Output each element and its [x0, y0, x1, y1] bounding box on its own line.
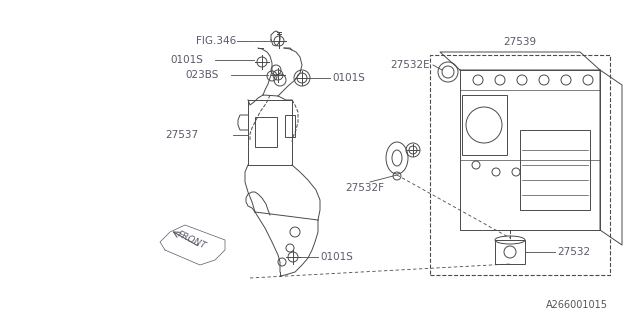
Bar: [462, 95, 507, 155]
Text: 0101S: 0101S: [320, 252, 353, 262]
Text: 0101S: 0101S: [170, 55, 203, 65]
Bar: [285, 115, 295, 137]
Text: A266001015: A266001015: [546, 300, 608, 310]
Text: 0101S: 0101S: [332, 73, 365, 83]
Text: 27532: 27532: [557, 247, 590, 257]
Text: FIG.346: FIG.346: [196, 36, 236, 46]
Bar: [255, 117, 277, 147]
Text: 27532F: 27532F: [345, 183, 384, 193]
Text: 023BS: 023BS: [185, 70, 218, 80]
Bar: [495, 240, 525, 264]
Text: 27532E: 27532E: [390, 60, 430, 70]
Text: FRONT: FRONT: [176, 229, 208, 251]
Text: 27537: 27537: [165, 130, 198, 140]
Bar: [430, 55, 610, 275]
Bar: [520, 130, 590, 210]
Text: 27539: 27539: [504, 37, 536, 47]
